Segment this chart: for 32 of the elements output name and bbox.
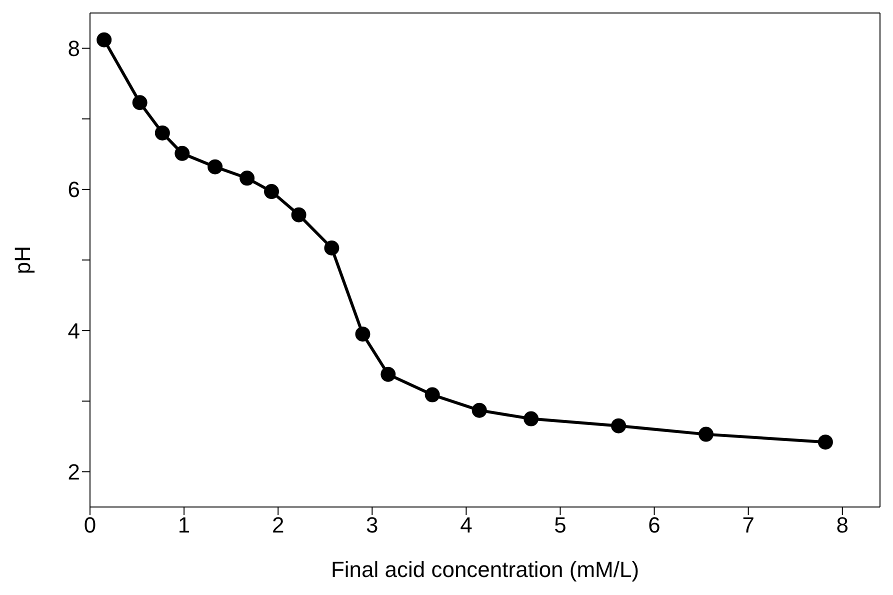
y-tick-label: 8 (68, 36, 80, 62)
point (424, 387, 440, 402)
point (96, 32, 112, 48)
point (472, 402, 487, 418)
x-tick-label: 6 (648, 512, 660, 538)
y-tick-label: 2 (68, 460, 80, 485)
y-tick-label: 4 (68, 318, 80, 344)
point (174, 146, 190, 161)
point (698, 426, 714, 442)
point (524, 411, 539, 426)
point (291, 207, 306, 222)
x-tick-label: 5 (554, 512, 566, 538)
x-axis-title: Final acid concentration (mM/L) (330, 557, 640, 582)
x-tick-label: 0 (84, 512, 96, 538)
point (818, 434, 833, 450)
x-tick-label: 4 (460, 512, 472, 538)
point (355, 326, 370, 342)
x-tick-label: 2 (272, 512, 284, 538)
point (264, 184, 280, 200)
point (611, 418, 626, 434)
y-tick-label: 6 (68, 177, 80, 202)
point (324, 240, 340, 256)
point (154, 125, 170, 140)
point (380, 366, 396, 382)
y-axis-title: pH (10, 246, 35, 274)
x-tick-label: 8 (836, 512, 849, 538)
x-tick-label: 1 (178, 512, 190, 538)
x-tick-label: 3 (366, 512, 378, 538)
point (132, 95, 148, 110)
point (208, 159, 223, 174)
point (240, 170, 255, 186)
x-tick-label: 7 (742, 512, 754, 538)
